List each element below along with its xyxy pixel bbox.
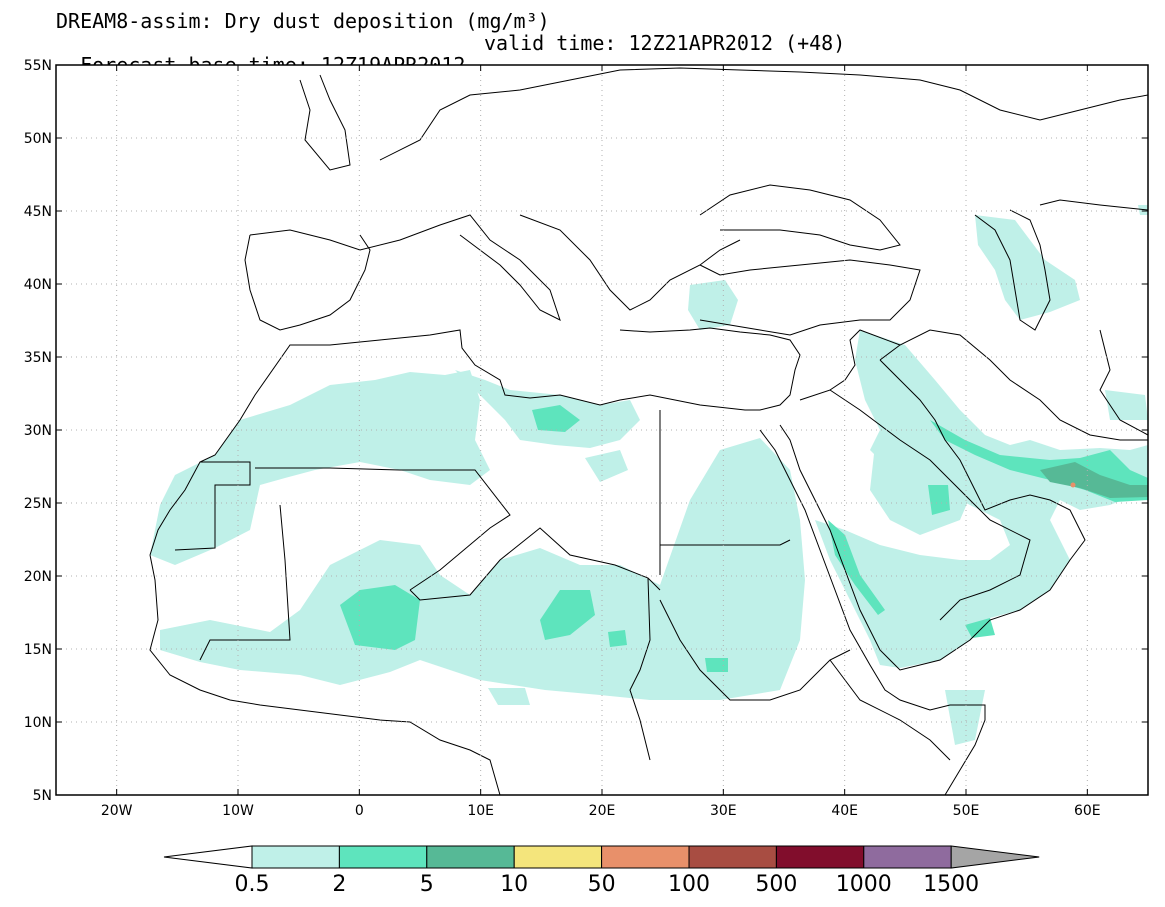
lon-tick-label: 20W: [101, 803, 133, 819]
lon-tick-label: 30E: [710, 803, 737, 819]
shade-libya-core: [532, 405, 580, 432]
colorbar-label: 10: [500, 872, 528, 897]
colorbar-label: 1000: [836, 872, 892, 897]
shade-niger-core: [340, 585, 420, 650]
valid-time: valid time: 12Z21APR2012 (+48): [484, 31, 846, 55]
colorbar-label: 0.5: [235, 872, 270, 897]
shade-arabia: [815, 330, 1148, 668]
colorbar-segment: [338, 845, 428, 869]
coast-iberia: [244, 234, 371, 331]
colorbar-label: 50: [588, 872, 616, 897]
colorbar-segment: [513, 845, 603, 869]
lat-tick-label: 25N: [24, 496, 52, 512]
colorbar-label: 2: [332, 872, 346, 897]
border-libya-egypt: [659, 410, 791, 575]
colorbar-segment: [426, 845, 515, 869]
colorbar-segment: [251, 845, 340, 869]
lat-tick-label: 10N: [24, 715, 52, 731]
border-sudan: [659, 599, 851, 701]
shade-chad-core: [540, 590, 595, 640]
lat-tick-label: 55N: [24, 58, 52, 74]
border-niger: [409, 527, 661, 601]
shade-egypt-sudan: [585, 450, 628, 482]
colorbar-low-arrow: [163, 845, 253, 869]
lat-tick-label: 35N: [24, 350, 52, 366]
shade-sahel: [160, 438, 805, 700]
coast-north-europe: [379, 67, 1148, 161]
colorbar-label: 1500: [923, 872, 979, 897]
border-mali: [199, 504, 291, 661]
coast-black-sea: [699, 184, 901, 251]
lat-tick-label: 40N: [24, 277, 52, 293]
lon-tick-label: 60E: [1074, 803, 1101, 819]
coast-europe-south: [249, 214, 561, 321]
colorbar-segment: [601, 845, 690, 869]
coast-iran: [879, 329, 1148, 441]
lat-tick-label: 20N: [24, 569, 52, 585]
coast-caspian: [974, 209, 1051, 331]
colorbar-label: 500: [755, 872, 797, 897]
shade-high-spot: [1070, 482, 1076, 488]
coast-red-sea-west: [759, 429, 986, 795]
shade-kazakh: [1138, 205, 1148, 215]
colorbar-segment: [863, 845, 952, 869]
coast-balkans: [519, 214, 741, 311]
colorbar-high-arrow: [950, 845, 1040, 869]
border-chad-sudan: [629, 577, 651, 761]
border-iraq: [829, 329, 901, 391]
coast-uk: [299, 74, 351, 171]
shade-sudan-core: [608, 630, 627, 647]
border-algeria: [255, 467, 511, 591]
shade-aegean: [688, 280, 738, 330]
colorbar-label: 5: [420, 872, 434, 897]
shade-arabia-core: [928, 485, 950, 515]
shade-arabia-interior: [870, 438, 975, 535]
lon-tick-label: 50E: [953, 803, 980, 819]
shade-makran: [1040, 462, 1148, 498]
lon-tick-label: 0: [355, 803, 364, 819]
lon-tick-label: 10E: [467, 803, 494, 819]
colorbar: 0.5 2 5 10 50 100 500 1000 1500: [163, 845, 1040, 897]
lat-tick-label: 5N: [33, 788, 52, 804]
shade-sudan-core2: [705, 658, 728, 672]
colorbar-segment: [775, 845, 865, 869]
colorbar-segment: [688, 845, 777, 869]
coast-west-africa: [149, 327, 801, 556]
longitude-axis: 20W 10W 0 10E 20E 30E 40E 50E 60E: [101, 65, 1101, 819]
gridlines: [56, 65, 1148, 795]
shade-red-sea-coast: [828, 520, 885, 615]
border-ethiopia: [829, 659, 951, 761]
map-title: DREAM8-assim: Dry dust deposition (mg/m³…: [56, 9, 550, 33]
latitude-axis: 5N 10N 15N 20N 25N 30N 35N 40N 45N 50N 55N: [24, 58, 1148, 804]
country-outlines: [149, 67, 1148, 795]
lat-tick-label: 45N: [24, 204, 52, 220]
coast-guinea: [149, 554, 501, 795]
lat-tick-label: 15N: [24, 642, 52, 658]
shade-caspian: [975, 215, 1080, 320]
lon-tick-label: 40E: [831, 803, 858, 819]
border-west-sahara: [174, 461, 251, 551]
shade-mali-patch: [488, 688, 530, 705]
colorbar-label: 100: [668, 872, 710, 897]
lon-tick-label: 20E: [589, 803, 616, 819]
lon-tick-label: 10W: [222, 803, 254, 819]
shade-iran-east: [1105, 390, 1148, 420]
lat-tick-label: 50N: [24, 131, 52, 147]
border-saudi: [799, 389, 1031, 621]
shade-horn: [945, 690, 985, 745]
coast-turkey: [699, 259, 921, 336]
border-central-asia: [1039, 199, 1148, 211]
coast-red-sea-east: [779, 359, 1086, 671]
lat-tick-label: 30N: [24, 423, 52, 439]
